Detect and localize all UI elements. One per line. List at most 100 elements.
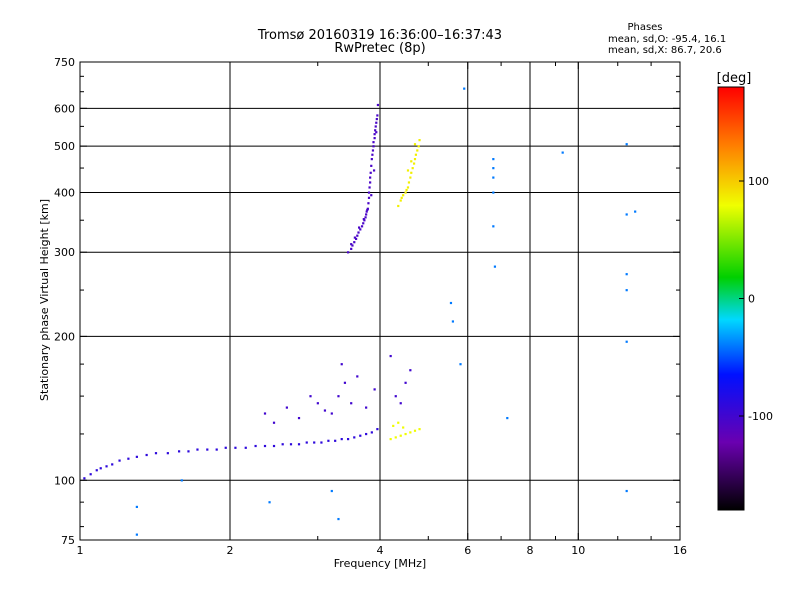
y-tick-label: 200 bbox=[54, 330, 75, 343]
data-point bbox=[375, 121, 378, 124]
data-point bbox=[625, 143, 628, 146]
data-point bbox=[397, 204, 400, 208]
data-point bbox=[371, 153, 374, 156]
data-point bbox=[372, 141, 375, 144]
data-point bbox=[263, 412, 267, 415]
data-point bbox=[354, 237, 358, 241]
data-point bbox=[459, 363, 462, 366]
legend-line-o: mean, sd,O: -95.4, 16.1 bbox=[608, 34, 726, 45]
data-point bbox=[343, 381, 347, 384]
data-point bbox=[362, 222, 365, 225]
data-point bbox=[353, 436, 356, 439]
data-point bbox=[268, 501, 271, 504]
data-point bbox=[493, 265, 497, 268]
data-point bbox=[289, 443, 293, 446]
data-point bbox=[356, 234, 359, 237]
data-point bbox=[99, 467, 102, 470]
y-tick-label: 750 bbox=[54, 56, 75, 69]
data-point bbox=[375, 117, 378, 121]
data-point bbox=[111, 463, 114, 466]
y-tick-label: 75 bbox=[61, 534, 75, 547]
data-point bbox=[409, 431, 412, 434]
y-tick-label: 500 bbox=[54, 140, 75, 153]
data-point bbox=[451, 320, 455, 323]
plot-area: 1 2 4 6 8 10 16 75 100 200 300 400 500 600 750 bbox=[54, 56, 687, 557]
data-point bbox=[145, 453, 148, 457]
y-axis: 75 100 200 300 400 500 600 750 bbox=[54, 56, 680, 547]
data-point bbox=[367, 191, 371, 194]
data-point bbox=[492, 191, 495, 194]
data-point bbox=[365, 432, 368, 436]
data-points bbox=[83, 87, 637, 536]
data-point bbox=[625, 289, 628, 292]
data-point bbox=[83, 477, 86, 480]
data-point bbox=[305, 441, 308, 444]
data-point bbox=[369, 181, 372, 184]
data-point bbox=[409, 369, 412, 372]
data-point bbox=[370, 431, 373, 434]
data-point bbox=[166, 452, 169, 455]
data-point bbox=[368, 186, 371, 189]
data-point bbox=[492, 176, 495, 179]
data-point bbox=[394, 436, 397, 439]
data-point bbox=[327, 439, 330, 442]
data-point bbox=[410, 171, 413, 174]
data-point bbox=[405, 188, 408, 192]
colorbar-tick-label: 0 bbox=[748, 293, 755, 306]
x-axis-label: Frequency [MHz] bbox=[334, 557, 426, 570]
data-point bbox=[413, 143, 417, 146]
data-point bbox=[244, 446, 247, 449]
data-point bbox=[376, 103, 380, 107]
data-point bbox=[561, 151, 564, 154]
data-point bbox=[363, 219, 366, 222]
data-point bbox=[375, 131, 378, 134]
data-point bbox=[389, 437, 392, 441]
data-point bbox=[320, 441, 323, 444]
data-point bbox=[285, 406, 288, 409]
x-tick-label: 1 bbox=[77, 544, 84, 557]
data-point bbox=[281, 443, 284, 446]
data-point bbox=[406, 186, 410, 189]
data-point bbox=[206, 448, 209, 451]
data-point bbox=[118, 459, 121, 462]
data-point bbox=[337, 395, 340, 398]
data-point bbox=[350, 247, 353, 250]
data-point bbox=[634, 210, 637, 213]
data-point bbox=[360, 225, 364, 228]
data-point bbox=[402, 426, 405, 429]
chart-subtitle: RwPretec (8p) bbox=[334, 41, 425, 56]
data-point bbox=[180, 479, 183, 482]
data-point bbox=[397, 421, 400, 424]
x-tick-label: 10 bbox=[571, 544, 585, 557]
data-point bbox=[351, 244, 354, 247]
data-point bbox=[406, 169, 410, 172]
data-point bbox=[337, 517, 340, 521]
x-tick-label: 6 bbox=[464, 544, 471, 557]
data-point bbox=[340, 437, 343, 441]
data-point bbox=[365, 213, 368, 216]
y-tick-label: 400 bbox=[54, 186, 75, 199]
data-point bbox=[374, 125, 377, 128]
x-tick-label: 16 bbox=[673, 544, 687, 557]
data-point bbox=[404, 381, 407, 384]
data-point bbox=[414, 153, 418, 156]
data-point bbox=[372, 169, 376, 172]
data-point bbox=[215, 448, 218, 451]
data-point bbox=[399, 402, 402, 405]
data-point bbox=[402, 194, 405, 197]
data-point bbox=[356, 375, 359, 378]
data-point bbox=[353, 241, 356, 244]
data-point bbox=[263, 444, 267, 448]
data-point bbox=[625, 273, 628, 276]
data-point bbox=[492, 167, 495, 170]
data-point bbox=[389, 354, 392, 358]
data-point bbox=[373, 388, 376, 391]
data-point bbox=[399, 199, 402, 202]
data-point bbox=[492, 158, 495, 161]
data-point bbox=[417, 145, 420, 148]
data-point bbox=[334, 439, 337, 442]
data-point bbox=[196, 448, 199, 451]
data-point bbox=[357, 226, 361, 229]
data-point bbox=[376, 428, 379, 431]
data-point bbox=[409, 176, 412, 179]
